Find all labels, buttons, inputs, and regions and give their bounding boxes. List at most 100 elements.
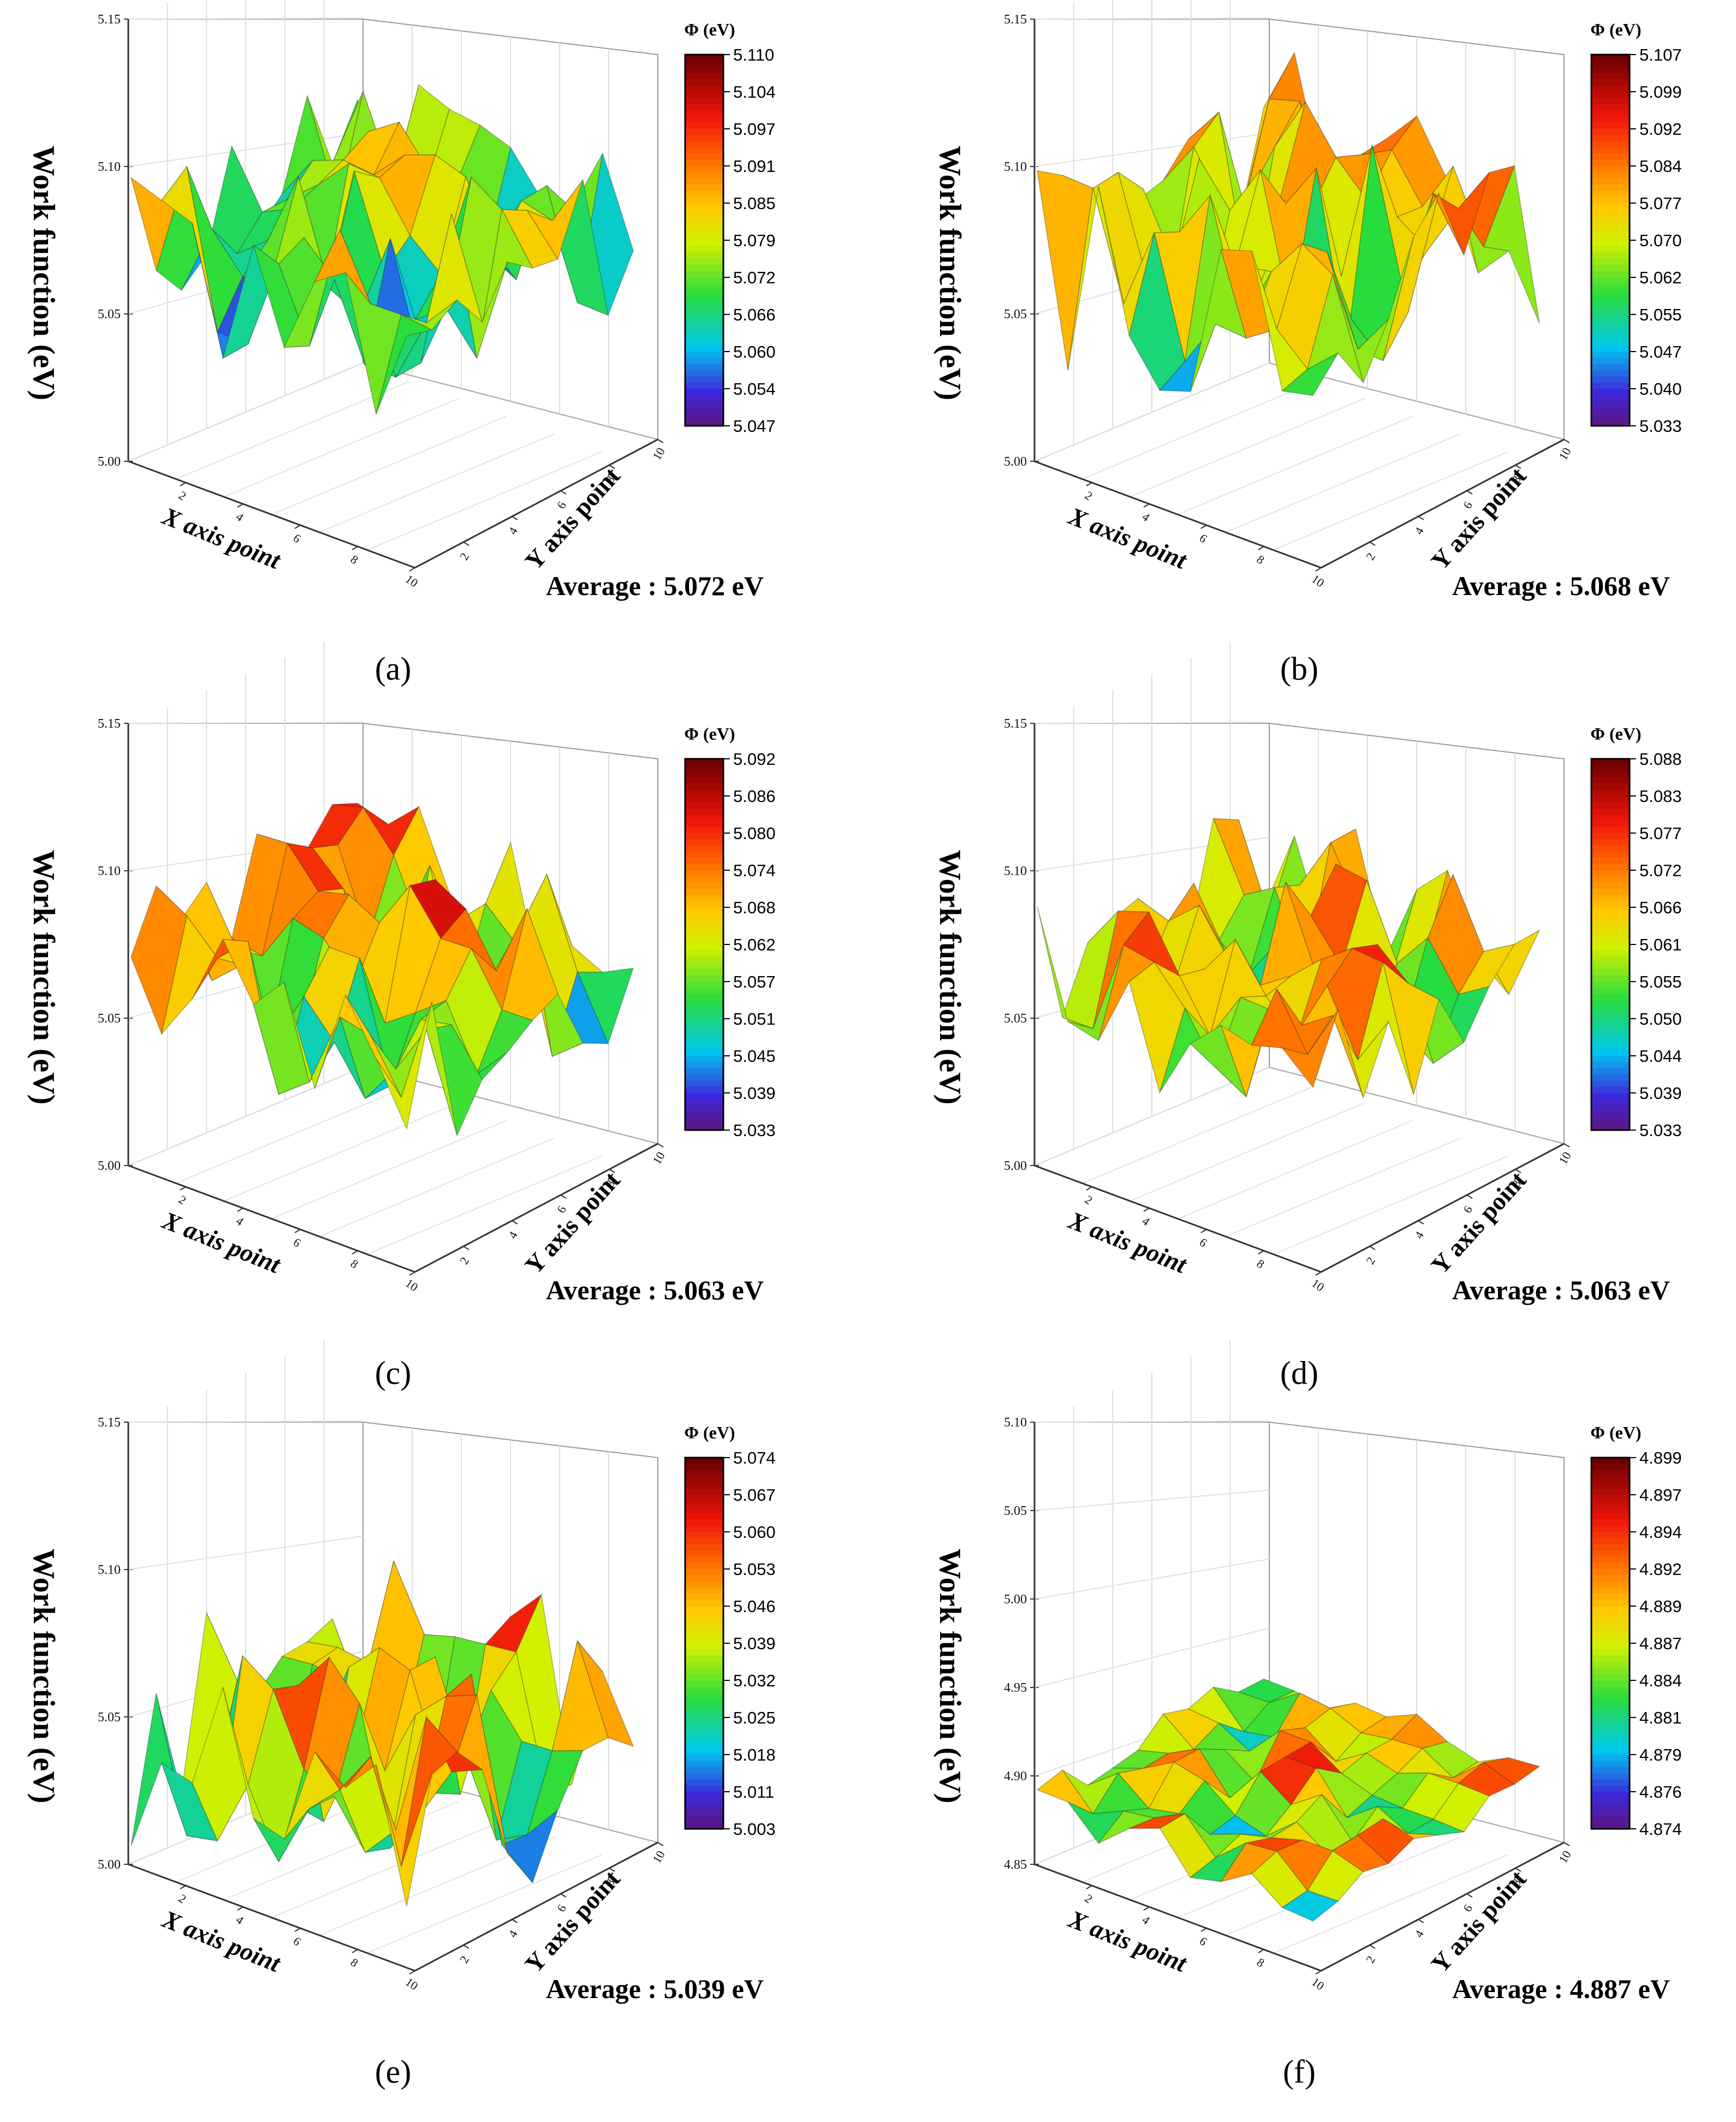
colorbar-swatch [685, 326, 723, 334]
colorbar-title: Φ (eV) [684, 20, 735, 39]
colorbar-swatch [685, 1111, 723, 1119]
colorbar-swatch [685, 913, 723, 920]
colorbar-swatch [685, 1006, 723, 1013]
colorbar-swatch [1591, 1569, 1630, 1576]
colorbar-swatch [685, 1717, 723, 1725]
colorbar-swatch [1591, 122, 1630, 129]
colorbar-swatch [1591, 1625, 1630, 1632]
y-tick [1369, 1945, 1376, 1949]
x-tick [237, 1906, 243, 1911]
colorbar-swatch [1591, 845, 1630, 852]
colorbar-swatch [685, 1488, 723, 1495]
grid-line [1082, 1084, 1317, 1184]
y-tick [657, 439, 664, 443]
colorbar-swatch [1591, 975, 1630, 982]
colorbar-swatch [1591, 901, 1630, 908]
colorbar-swatch [685, 1588, 723, 1595]
colorbar-swatch [1591, 789, 1630, 797]
colorbar-swatch [685, 963, 723, 970]
colorbar-swatch [685, 1124, 723, 1131]
grid-line [176, 380, 411, 480]
y-tick [560, 1893, 567, 1898]
colorbar-swatch [685, 771, 723, 778]
colorbar-swatch [1591, 246, 1630, 253]
colorbar-swatch [685, 1822, 723, 1829]
z-axis-title: Work function (eV) [933, 850, 967, 1105]
z-tick-label: 5.05 [98, 1012, 121, 1026]
colorbar-swatch [685, 1049, 723, 1056]
colorbar-tick-label: 5.074 [733, 1448, 776, 1467]
y-tick [657, 1842, 664, 1846]
surface-patch [1432, 172, 1490, 256]
z-tick-label: 5.15 [98, 717, 121, 731]
colorbar-swatch [1591, 1031, 1630, 1038]
surface-patch [1432, 1782, 1490, 1833]
colorbar-swatch [685, 104, 723, 111]
colorbar-swatch [1591, 1099, 1630, 1106]
colorbar-swatch [1591, 1612, 1630, 1619]
surface-patch [1406, 1818, 1466, 1836]
x-tick-label: 6 [291, 1235, 304, 1250]
colorbar-swatch [1591, 320, 1630, 328]
colorbar-swatch [1591, 1742, 1630, 1749]
colorbar-swatch [1591, 932, 1630, 939]
colorbar-swatch [1591, 1581, 1630, 1588]
z-tick-label: 4.90 [1004, 1769, 1027, 1784]
colorbar-swatch [1591, 191, 1630, 198]
colorbar-swatch [1591, 1711, 1630, 1718]
colorbar-swatch [1591, 808, 1630, 815]
colorbar-swatch [685, 79, 723, 86]
colorbar-swatch [1591, 882, 1630, 889]
colorbar-swatch [1591, 777, 1630, 784]
grid-line [128, 362, 364, 462]
panel-caption: (a) [375, 651, 412, 687]
colorbar-swatch [685, 975, 723, 982]
colorbar-swatch [685, 1482, 723, 1489]
colorbar-swatch [685, 1729, 723, 1737]
x-tick-label: 6 [1197, 1934, 1210, 1948]
colorbar-swatch [1591, 988, 1630, 995]
grid-line [1225, 433, 1461, 533]
x-tick-label: 10 [403, 572, 420, 590]
colorbar-swatch [1591, 129, 1630, 136]
colorbar-swatch [685, 401, 723, 408]
colorbar-swatch [685, 320, 723, 328]
x-tick-label: 4 [234, 1912, 246, 1927]
colorbar-swatch [1591, 234, 1630, 241]
x-tick [1200, 1229, 1207, 1233]
colorbar-tick-label: 5.033 [1639, 417, 1682, 436]
colorbar-swatch [1591, 1000, 1630, 1007]
colorbar-swatch [685, 1507, 723, 1514]
x-tick [1143, 1906, 1150, 1911]
y-tick [1563, 1842, 1570, 1846]
colorbar-swatch [685, 1692, 723, 1699]
grid-line [1273, 451, 1508, 551]
colorbar-swatch [1591, 982, 1630, 989]
colorbar-swatch [685, 141, 723, 148]
colorbar-tick-label: 5.107 [1639, 45, 1682, 64]
y-tick-label: 10 [1556, 445, 1574, 462]
colorbar-swatch [1591, 376, 1630, 383]
colorbar-swatch [685, 1699, 723, 1706]
grid-line [271, 1120, 507, 1220]
colorbar-swatch [685, 61, 723, 68]
average-label: Average : 5.063 eV [546, 1275, 764, 1305]
grid-line [367, 451, 602, 551]
colorbar-swatch [685, 419, 723, 426]
surface [130, 803, 634, 1137]
colorbar-swatch [685, 166, 723, 173]
grid-line [1034, 132, 1270, 167]
colorbar-swatch [1591, 1600, 1630, 1607]
colorbar-swatch [1591, 876, 1630, 883]
colorbar-swatch [1591, 1501, 1630, 1508]
grid-line [1178, 1120, 1413, 1220]
colorbar-tick-label: 5.092 [1639, 120, 1682, 139]
y-tick-label: 4 [1412, 1928, 1426, 1940]
x-tick-label: 8 [348, 552, 361, 567]
z-tick-label: 5.05 [1004, 1504, 1027, 1518]
x-tick-label: 2 [176, 1891, 189, 1906]
colorbar-swatch [685, 950, 723, 958]
colorbar-swatch [1591, 1488, 1630, 1495]
z-tick-label: 5.05 [98, 1710, 121, 1725]
colorbar-swatch [1591, 926, 1630, 933]
